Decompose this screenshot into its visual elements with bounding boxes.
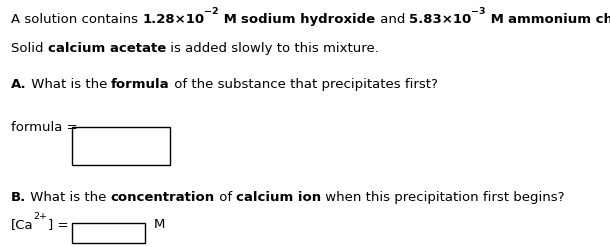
Text: −2: −2	[204, 7, 219, 16]
Text: calcium acetate: calcium acetate	[48, 42, 166, 55]
Text: ] =: ] =	[48, 219, 68, 231]
Text: M: M	[219, 14, 242, 26]
Text: is added slowly to this mixture.: is added slowly to this mixture.	[166, 42, 379, 55]
Text: formula =: formula =	[11, 121, 77, 134]
Text: −3: −3	[472, 7, 486, 16]
Text: 5.83×10: 5.83×10	[409, 14, 472, 26]
Text: Solid: Solid	[11, 42, 48, 55]
Text: 1.28×10: 1.28×10	[142, 14, 204, 26]
Text: A solution contains: A solution contains	[11, 14, 142, 26]
Text: of: of	[215, 191, 236, 204]
Text: M: M	[486, 14, 509, 26]
Text: What is the: What is the	[26, 191, 111, 204]
Text: concentration: concentration	[111, 191, 215, 204]
Text: formula: formula	[111, 78, 170, 91]
Text: 2+: 2+	[34, 212, 48, 221]
Text: What is the: What is the	[27, 78, 111, 91]
Text: of the substance that precipitates first?: of the substance that precipitates first…	[170, 78, 438, 91]
Text: and: and	[376, 14, 409, 26]
Text: [Ca: [Ca	[11, 219, 34, 231]
Text: M: M	[154, 219, 165, 231]
Text: B.: B.	[11, 191, 26, 204]
Text: A.: A.	[11, 78, 27, 91]
Text: when this precipitation first begins?: when this precipitation first begins?	[321, 191, 565, 204]
Text: sodium hydroxide: sodium hydroxide	[242, 14, 376, 26]
Text: ammonium chromate: ammonium chromate	[509, 14, 610, 26]
Text: calcium ion: calcium ion	[236, 191, 321, 204]
